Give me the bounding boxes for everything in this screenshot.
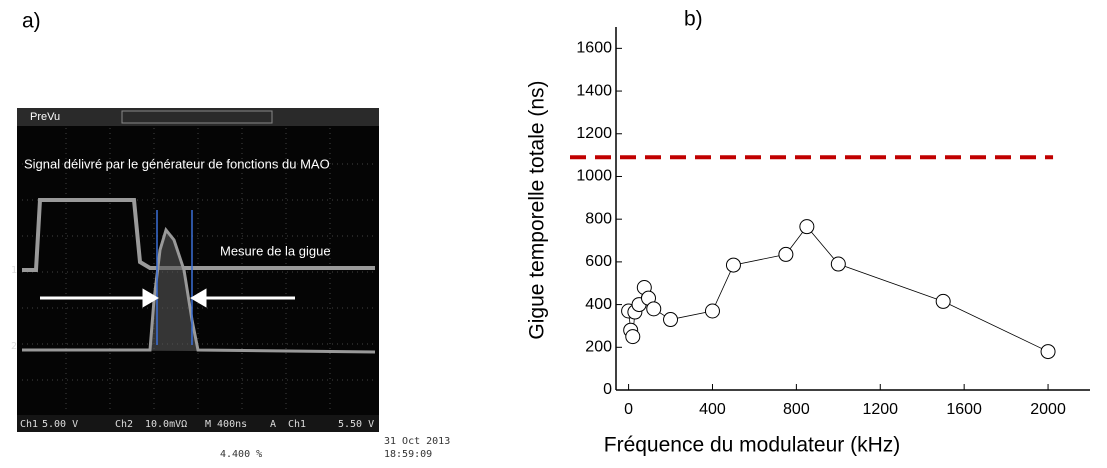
x-tick-label: 400 [699,401,726,418]
status-bar [17,415,379,432]
status-text: A [270,419,276,430]
data-point [663,312,679,328]
arrows [40,288,295,308]
status-text: 10.0mVΩ [145,419,187,430]
position: 4.400 % [220,449,262,460]
y-tick-label: 1200 [576,125,612,142]
data-point [935,293,951,309]
data-point [778,246,794,262]
status-text: Ch1 [20,419,38,430]
menu-bar [17,108,379,126]
status-text: 5.00 V [42,419,78,430]
y-tick-label: 400 [585,296,612,313]
status-text: Ch2 [115,419,133,430]
status-text: Ch1 [288,419,306,430]
y-tick-label: 1600 [576,40,612,57]
data-point [625,329,641,345]
x-tick-label: 1600 [946,401,982,418]
data-point [799,219,815,235]
panel-label: b) [684,8,703,31]
x-tick-label: 0 [624,401,633,418]
y-tick-label: 1400 [576,82,612,99]
date: 31 Oct 2013 [384,436,450,447]
data-point [1040,344,1056,360]
oscilloscope-screen: PreVu Signal délivré par le générateur d… [11,108,450,460]
x-tick-label: 2000 [1030,401,1066,418]
status-text: 5.50 V [338,419,374,430]
x-tick-label: 800 [783,401,810,418]
data-point [830,256,846,272]
channel-marker: 1 [11,265,17,276]
y-tick-label: 600 [585,253,612,270]
data-point [725,257,741,273]
annotation: Signal délivré par le générateur de fonc… [24,156,330,171]
ch2-trace [22,226,376,354]
series-line [628,226,1049,352]
x-tick-label: 1200 [862,401,898,418]
y-axis-title: Gigue temporelle totale (ns) [526,80,549,339]
data-point [704,303,720,319]
data-point [646,301,662,317]
annotation: Mesure de la gigue [220,243,331,258]
y-tick-label: 800 [585,210,612,227]
record-view [121,110,273,124]
panel-label: a) [22,10,41,33]
channel-marker: 2 [11,341,17,352]
y-tick-label: 200 [585,339,612,356]
y-tick-label: 1000 [576,168,612,185]
time: 18:59:09 [384,449,432,460]
menu-label: PreVu [30,111,60,123]
ch1-trace [22,198,375,272]
x-axis-title: Fréquence du modulateur (kHz) [604,434,900,457]
y-tick-label: 0 [603,381,612,398]
status-text: M 400ns [205,419,247,430]
